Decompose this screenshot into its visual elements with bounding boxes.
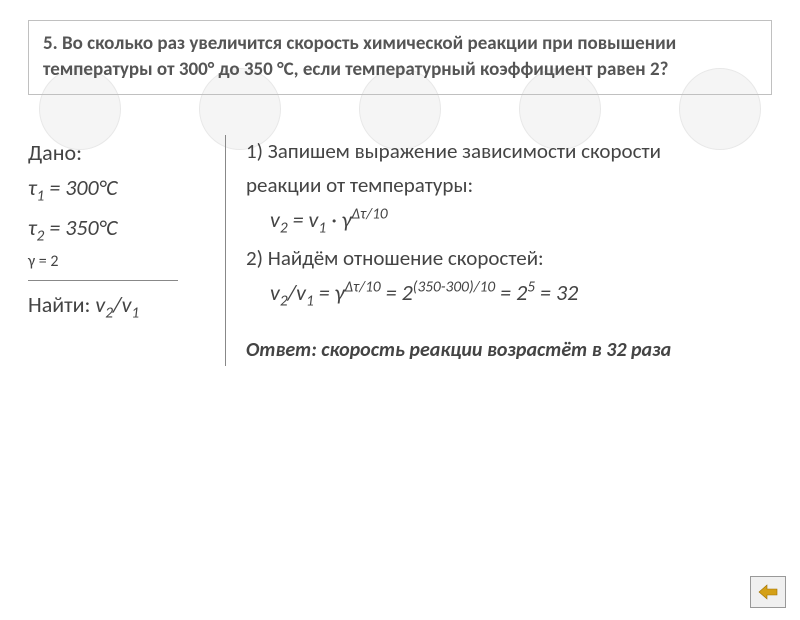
f2-exp2: (350-300)/10 — [413, 278, 495, 297]
answer-text: Ответ: скорость реакции возрастёт в 32 р… — [246, 334, 772, 366]
f2-v1-sub: 1 — [306, 291, 314, 310]
tau2-value: = 350°С — [49, 214, 117, 241]
given-divider — [28, 280, 178, 281]
solution-block: 1) Запишем выражение зависимости скорост… — [226, 135, 772, 366]
step1-line1: 1) Запишем выражение зависимости скорост… — [246, 135, 772, 169]
f2-v1: v — [296, 279, 306, 306]
f1-v1: v — [309, 206, 319, 233]
find-v2-sub: 2 — [105, 304, 113, 323]
given-find: Найти: v2/v1 — [28, 287, 213, 326]
back-button[interactable] — [750, 576, 786, 608]
question-text: 5. Во сколько раз увеличится скорость хи… — [43, 31, 757, 82]
find-slash: / — [113, 291, 122, 318]
f2-rhs4: = 32 — [535, 279, 578, 306]
given-heading: Дано: — [28, 135, 213, 170]
content-area: Дано: τ1 = 300°С τ2 = 350°С γ = 2 Найти:… — [28, 135, 772, 366]
find-v2: v — [95, 291, 105, 318]
f2-rhs1: = γ — [314, 279, 345, 306]
arrow-left-icon — [757, 583, 779, 601]
f2-exp3: 5 — [527, 278, 535, 297]
tau2-sub: 2 — [37, 226, 45, 245]
f2-rhs2: = 2 — [381, 279, 413, 306]
f2-rhs3: = 2 — [495, 279, 527, 306]
tau1-value: = 300°С — [49, 174, 117, 201]
step1-line2: реакции от температуры: — [246, 169, 772, 203]
question-box: 5. Во сколько раз увеличится скорость хи… — [28, 20, 772, 95]
f1-v2-sub: 2 — [280, 219, 288, 238]
tau1-sub: 1 — [37, 187, 45, 206]
find-v1: v — [122, 291, 132, 318]
f1-v2: v — [270, 206, 280, 233]
step2-line: 2) Найдём отношение скоростей: — [246, 242, 772, 276]
f1-eq: = — [293, 206, 309, 233]
formula1: v2 = v1 · γΔτ/10 — [270, 202, 772, 241]
formula2: v2/v1 = γΔτ/10 = 2(350-300)/10 = 25 = 32 — [270, 275, 772, 314]
f1-exp: Δτ/10 — [352, 205, 388, 224]
given-tau2: τ2 = 350°С — [28, 210, 213, 249]
f2-v2-sub: 2 — [280, 291, 288, 310]
f2-slash: / — [288, 279, 297, 306]
given-block: Дано: τ1 = 300°С τ2 = 350°С γ = 2 Найти:… — [28, 135, 226, 366]
given-tau1: τ1 = 300°С — [28, 170, 213, 209]
f2-exp1: Δτ/10 — [345, 278, 381, 297]
find-v1-sub: 1 — [131, 304, 139, 323]
f1-v1-sub: 1 — [318, 219, 326, 238]
tau-symbol: τ — [28, 214, 37, 241]
find-label: Найти: — [28, 291, 90, 318]
tau-symbol: τ — [28, 174, 37, 201]
f1-gamma: · γ — [331, 206, 351, 233]
given-gamma: γ = 2 — [28, 249, 213, 275]
f2-v2: v — [270, 279, 280, 306]
